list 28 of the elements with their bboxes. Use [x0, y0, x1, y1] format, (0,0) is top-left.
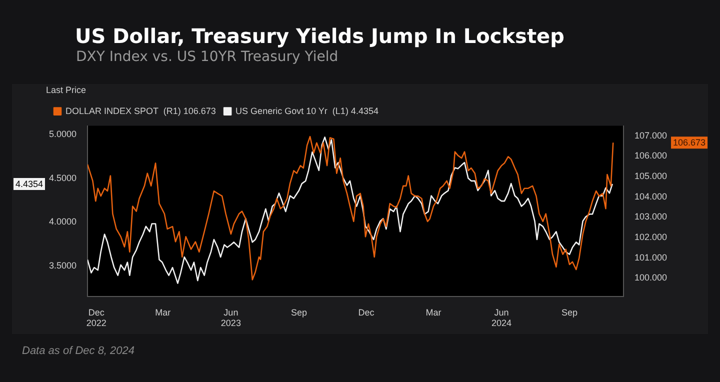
- y-tick-label: 4.0000: [48, 216, 77, 227]
- chart-subtitle: DXY Index vs. US 10YR Treasury Yield: [76, 49, 338, 65]
- x-tick-label: Dec: [358, 307, 375, 318]
- y-tick-label: 3.5000: [48, 260, 77, 270]
- x-tick-label: Sep: [290, 307, 307, 318]
- y-tick-label: 4.5000: [48, 172, 77, 183]
- x-tick-label: Sep: [561, 307, 578, 318]
- y2-tick-label: 103.000: [634, 212, 668, 222]
- legend-title: Last Price: [46, 84, 86, 95]
- x-tick-label: Jun 2023: [220, 307, 241, 328]
- y2-tick-label: 106.000: [634, 150, 668, 161]
- chart-title: US Dollar, Treasury Yields Jump In Lockstep: [75, 24, 564, 48]
- y2-tick-label: 105.000: [634, 171, 668, 182]
- x-tick-label: Mar: [426, 307, 442, 318]
- text: 4.4354: [15, 178, 44, 189]
- legend-label: US Generic Govt 10 Yr (L1) 4.4354: [236, 106, 378, 116]
- x-tick-label: Jun 2024: [491, 307, 512, 328]
- text: 106.673: [673, 138, 706, 148]
- text: Data as of Dec 8, 2024: [22, 345, 135, 357]
- y-tick-label: 5.0000: [48, 129, 77, 140]
- y2-tick-label: 100.000: [634, 272, 668, 283]
- y2-tick-label: 104.000: [634, 191, 668, 202]
- legend-label: DOLLAR INDEX SPOT (R1) 106.673: [66, 106, 216, 116]
- y2-tick-label: 101.000: [634, 252, 668, 262]
- y2-tick-label: 107.000: [634, 130, 668, 140]
- x-tick-label: Dec 2022: [86, 307, 106, 328]
- x-tick-label: Mar: [155, 307, 171, 318]
- y2-tick-label: 102.000: [634, 232, 668, 242]
